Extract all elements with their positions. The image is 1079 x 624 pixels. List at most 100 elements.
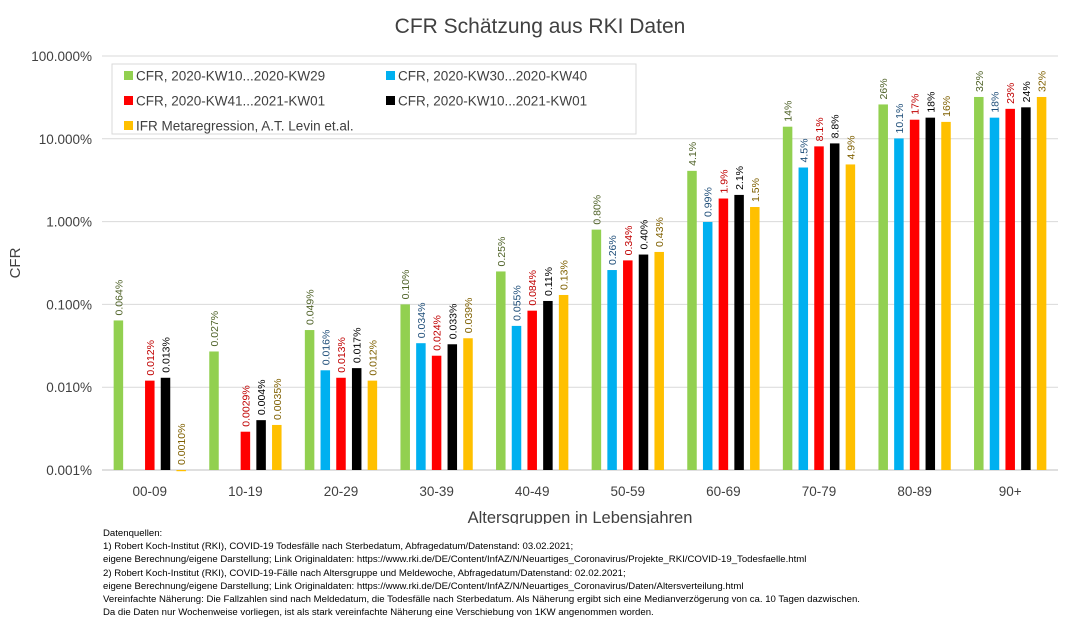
bar-10-19-series-4 bbox=[256, 420, 266, 470]
x-tick-label: 10-19 bbox=[228, 484, 263, 499]
bar-20-29-series-5 bbox=[367, 380, 378, 470]
bar-00-09-series-3 bbox=[145, 380, 155, 470]
legend-swatch-5 bbox=[124, 121, 133, 130]
data-label: 23% bbox=[1005, 83, 1017, 104]
data-label: 0.017% bbox=[352, 327, 364, 363]
data-label: 1.9% bbox=[718, 170, 730, 194]
bar-50-59-series-1 bbox=[591, 229, 602, 470]
bar-90+-series-5 bbox=[1036, 96, 1047, 470]
data-label: 0.013% bbox=[161, 337, 173, 373]
bar-70-79-series-5 bbox=[845, 164, 856, 470]
y-tick-label: 0.001% bbox=[46, 463, 92, 478]
bar-40-49-series-1 bbox=[496, 271, 506, 470]
chart-title: CFR Schätzung aus RKI Daten bbox=[395, 15, 686, 38]
bar-90+-series-3 bbox=[1005, 108, 1015, 470]
data-label: 4.9% bbox=[845, 136, 857, 160]
bar-90+-series-4 bbox=[1021, 107, 1031, 470]
bar-20-29-series-2 bbox=[320, 370, 331, 470]
bar-20-29-series-4 bbox=[351, 368, 362, 470]
data-label: 0.084% bbox=[527, 270, 539, 306]
bar-30-39-series-1 bbox=[400, 304, 410, 470]
data-label: 0.0029% bbox=[240, 385, 252, 426]
x-tick-label: 80-89 bbox=[897, 484, 932, 499]
x-tick-label: 20-29 bbox=[324, 484, 359, 499]
notes-line-2: eigene Berechnung/eigene Darstellung; Li… bbox=[103, 554, 807, 566]
y-tick-label: 100.000% bbox=[31, 49, 92, 64]
data-label: 32% bbox=[1037, 71, 1049, 92]
data-label: 26% bbox=[878, 78, 890, 99]
bar-80-89-series-5 bbox=[941, 121, 951, 471]
y-tick-label: 0.100% bbox=[46, 297, 92, 312]
data-label: 0.034% bbox=[416, 303, 428, 339]
data-label: 18% bbox=[925, 92, 937, 113]
notes-line-5: Vereinfachte Näherung: Die Fallzahlen si… bbox=[103, 594, 860, 606]
bar-50-59-series-2 bbox=[607, 270, 617, 470]
x-tick-label: 00-09 bbox=[133, 484, 168, 499]
x-tick-label: 90+ bbox=[999, 484, 1022, 499]
data-label: 0.039% bbox=[463, 298, 475, 334]
x-axis-label: Altersgruppen in Lebensjahren bbox=[468, 509, 693, 524]
legend-entry-3: CFR, 2020-KW41...2021-KW01 bbox=[136, 94, 325, 109]
bar-30-39-series-3 bbox=[431, 355, 442, 470]
data-label: 0.012% bbox=[367, 340, 379, 376]
legend-entry-1: CFR, 2020-KW10...2020-KW29 bbox=[136, 69, 325, 84]
bar-60-69-series-1 bbox=[687, 170, 697, 471]
data-label: 2.1% bbox=[734, 166, 746, 190]
bar-50-59-series-4 bbox=[638, 254, 649, 470]
bar-00-09-series-1 bbox=[113, 320, 124, 470]
data-label: 0.016% bbox=[320, 330, 332, 366]
data-label: 16% bbox=[941, 96, 953, 117]
data-label: 0.0035% bbox=[272, 378, 284, 419]
bar-70-79-series-4 bbox=[829, 143, 840, 470]
bar-20-29-series-1 bbox=[304, 330, 315, 470]
x-tick-label: 40-49 bbox=[515, 484, 550, 499]
data-label: 0.024% bbox=[432, 315, 444, 351]
data-label: 4.5% bbox=[798, 139, 810, 163]
data-label: 32% bbox=[974, 71, 986, 92]
bar-30-39-series-2 bbox=[416, 343, 426, 470]
bar-10-19-series-1 bbox=[209, 351, 219, 470]
data-label: 0.25% bbox=[496, 237, 508, 267]
bar-60-69-series-2 bbox=[702, 221, 713, 470]
bar-60-69-series-5 bbox=[750, 207, 760, 470]
x-tick-label: 30-39 bbox=[419, 484, 454, 499]
bar-60-69-series-4 bbox=[734, 194, 744, 471]
data-label: 0.80% bbox=[591, 195, 603, 225]
cfr-bar-chart: CFR Schätzung aus RKI Daten Altersgruppen… bbox=[7, 15, 1058, 524]
bar-40-49-series-3 bbox=[527, 310, 537, 470]
bar-80-89-series-4 bbox=[925, 117, 936, 470]
data-label: 10.1% bbox=[894, 104, 906, 134]
bar-90+-series-1 bbox=[974, 96, 984, 470]
bar-40-49-series-5 bbox=[558, 294, 569, 470]
data-label: 0.033% bbox=[447, 304, 459, 340]
notes-heading: Datenquellen: bbox=[103, 528, 163, 539]
data-label: 0.0010% bbox=[176, 424, 188, 465]
data-label: 8.8% bbox=[830, 114, 842, 138]
data-label: 0.26% bbox=[607, 235, 619, 265]
bar-80-89-series-3 bbox=[909, 119, 920, 470]
data-label: 0.10% bbox=[400, 270, 412, 300]
legend-box bbox=[111, 63, 637, 135]
data-label: 0.99% bbox=[703, 187, 715, 217]
bar-40-49-series-4 bbox=[543, 300, 553, 470]
bar-60-69-series-3 bbox=[718, 198, 729, 470]
data-label: 0.004% bbox=[256, 380, 268, 416]
bar-10-19-series-5 bbox=[272, 424, 282, 470]
data-label: 0.11% bbox=[543, 267, 555, 296]
bar-90+-series-2 bbox=[989, 117, 1000, 470]
data-label: 0.049% bbox=[305, 289, 317, 325]
data-label: 0.055% bbox=[512, 285, 524, 321]
notes-line-6: Da die Daten nur Wochenweise vorliegen, … bbox=[103, 607, 654, 619]
y-tick-label: 0.010% bbox=[46, 380, 92, 395]
data-label: 0.012% bbox=[145, 340, 157, 376]
bar-10-19-series-3 bbox=[240, 431, 251, 470]
bar-20-29-series-3 bbox=[336, 377, 346, 470]
data-label: 4.1% bbox=[687, 142, 699, 166]
bar-70-79-series-3 bbox=[814, 146, 824, 470]
bar-80-89-series-2 bbox=[894, 138, 904, 470]
legend-entry-4: CFR, 2020-KW10...2021-KW01 bbox=[398, 94, 587, 109]
bar-30-39-series-5 bbox=[463, 338, 473, 470]
bar-70-79-series-2 bbox=[798, 167, 809, 470]
data-label: 0.13% bbox=[559, 260, 571, 290]
notes-line-4: eigene Berechnung/eigene Darstellung; Li… bbox=[103, 580, 744, 592]
